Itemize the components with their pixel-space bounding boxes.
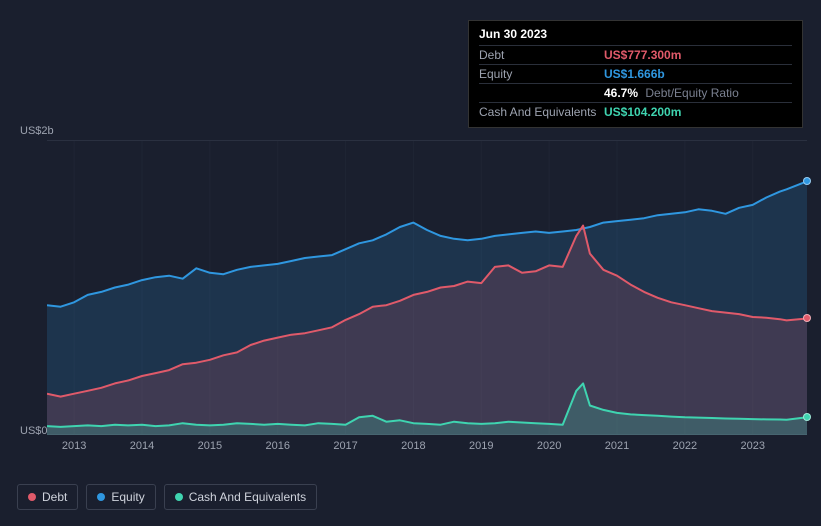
legend-item[interactable]: Equity bbox=[86, 484, 155, 510]
tooltip-rows: DebtUS$777.300mEquityUS$1.666b46.7% Debt… bbox=[479, 45, 792, 121]
legend-label: Equity bbox=[111, 490, 144, 504]
x-axis-tick-label: 2019 bbox=[469, 440, 493, 452]
tooltip-row: DebtUS$777.300m bbox=[479, 45, 792, 64]
x-axis-tick-label: 2022 bbox=[673, 440, 697, 452]
legend: Debt Equity Cash And Equivalents bbox=[17, 484, 317, 510]
legend-dot bbox=[175, 493, 183, 501]
tooltip-row: Cash And EquivalentsUS$104.200m bbox=[479, 102, 792, 121]
x-axis-tick-label: 2013 bbox=[62, 440, 86, 452]
legend-label: Debt bbox=[42, 490, 67, 504]
tooltip-row: 46.7% Debt/Equity Ratio bbox=[479, 83, 792, 102]
tooltip-row-label: Cash And Equivalents bbox=[479, 105, 604, 119]
y-axis-max-label: US$2b bbox=[20, 125, 54, 137]
y-axis-min-label: US$0 bbox=[20, 425, 48, 437]
x-axis-tick-label: 2021 bbox=[605, 440, 629, 452]
series-end-marker bbox=[803, 177, 811, 185]
plot-region[interactable] bbox=[47, 140, 807, 435]
legend-item[interactable]: Cash And Equivalents bbox=[164, 484, 317, 510]
x-axis-tick-label: 2020 bbox=[537, 440, 561, 452]
series-end-marker bbox=[803, 314, 811, 322]
x-axis-labels: 2013 2014 2015 2016 2017 2018 2019 2020 2021 2022… bbox=[47, 440, 807, 460]
x-axis-tick-label: 2016 bbox=[265, 440, 289, 452]
tooltip-row-label: Equity bbox=[479, 67, 604, 81]
x-axis-tick-label: 2015 bbox=[198, 440, 222, 452]
tooltip-row-value: 46.7% Debt/Equity Ratio bbox=[604, 86, 739, 100]
legend-dot bbox=[28, 493, 36, 501]
tooltip-row-extra: Debt/Equity Ratio bbox=[642, 86, 739, 100]
tooltip-date: Jun 30 2023 bbox=[479, 27, 792, 45]
tooltip-row-value: US$1.666b bbox=[604, 67, 665, 81]
series-end-marker bbox=[803, 413, 811, 421]
tooltip-row-label bbox=[479, 86, 604, 100]
x-axis-tick-label: 2023 bbox=[740, 440, 764, 452]
tooltip-row-value: US$777.300m bbox=[604, 48, 681, 62]
x-axis-tick-label: 2017 bbox=[333, 440, 357, 452]
tooltip-row: EquityUS$1.666b bbox=[479, 64, 792, 83]
legend-item[interactable]: Debt bbox=[17, 484, 78, 510]
tooltip-panel: Jun 30 2023 DebtUS$777.300mEquityUS$1.66… bbox=[468, 20, 803, 128]
x-axis-tick-label: 2014 bbox=[130, 440, 154, 452]
x-axis-tick-label: 2018 bbox=[401, 440, 425, 452]
chart-area: US$2b US$0 20132014201520162017201820192… bbox=[17, 125, 807, 460]
legend-label: Cash And Equivalents bbox=[189, 490, 306, 504]
tooltip-row-value: US$104.200m bbox=[604, 105, 681, 119]
tooltip-row-label: Debt bbox=[479, 48, 604, 62]
legend-dot bbox=[97, 493, 105, 501]
